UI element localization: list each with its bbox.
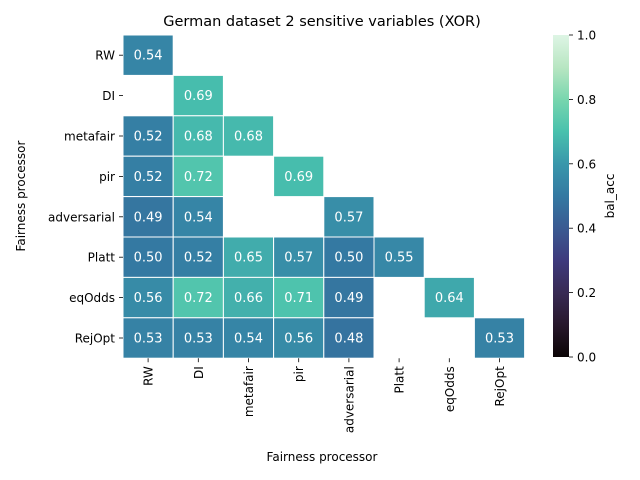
cell-value-label: 0.72 — [184, 291, 213, 306]
cell-value-label: 0.57 — [284, 251, 313, 266]
x-tick-label: Platt — [393, 366, 407, 394]
cell-value-label: 0.69 — [184, 89, 213, 104]
heatmap-cell — [172, 317, 224, 359]
colorbar-label: bal_acc — [603, 174, 617, 219]
cell-value-label: 0.54 — [234, 332, 263, 347]
colorbar-tick-label: 0.6 — [577, 157, 596, 171]
cell-value-label: 0.54 — [134, 49, 163, 64]
heatmap-cell — [273, 155, 325, 198]
heatmap-cell — [122, 236, 174, 278]
heatmap-cell — [222, 115, 275, 157]
colorbar-tick-label: 0.2 — [577, 286, 596, 300]
colorbar-tick-label: 0.0 — [577, 351, 596, 365]
cell-value-label: 0.50 — [134, 251, 163, 266]
colorbar-tick-label: 0.4 — [577, 222, 596, 236]
cell-value-label: 0.53 — [485, 332, 514, 347]
heatmap-cell — [473, 317, 526, 359]
heatmap-cell — [172, 276, 224, 319]
x-tick-label: RW — [142, 366, 156, 386]
heatmap-cell — [323, 196, 375, 238]
y-tick-label: DI — [102, 89, 115, 103]
heatmap-cell — [323, 276, 375, 319]
heatmap-cell — [273, 276, 325, 319]
cell-value-label: 0.65 — [234, 251, 263, 266]
heatmap-cell — [373, 236, 425, 278]
cell-value-label: 0.56 — [134, 291, 163, 306]
heatmap-cells: 0.54 0.69 0.52 0.68 0.68 0.52 0.72 0.69 0.49 0.54… — [122, 34, 526, 359]
cell-value-label: 0.71 — [284, 291, 313, 306]
y-tick-label: Platt — [88, 251, 116, 265]
y-tick-label: adversarial — [48, 210, 115, 224]
colorbar-tick-label: 0.8 — [577, 93, 596, 107]
heatmap-cell — [323, 317, 375, 359]
colorbar-ticks: 0.0 0.2 0.4 0.6 0.8 1.0 — [569, 29, 596, 365]
heatmap-cell — [222, 276, 275, 319]
heatmap-cell — [423, 276, 475, 319]
cell-value-label: 0.49 — [134, 210, 163, 225]
cell-value-label: 0.49 — [334, 291, 363, 306]
cell-value-label: 0.64 — [435, 291, 464, 306]
cell-value-label: 0.66 — [234, 291, 263, 306]
colorbar: 0.0 0.2 0.4 0.6 0.8 1.0 bal_acc — [553, 29, 617, 365]
x-tick-label: RejOpt — [493, 366, 507, 407]
y-axis-label: Fairness processor — [14, 140, 28, 251]
colorbar-tick-label: 1.0 — [577, 29, 596, 43]
cell-value-label: 0.68 — [234, 130, 263, 145]
y-tick-label: pir — [99, 170, 115, 184]
y-axis-ticks: RW DI metafair pir adversarial Platt eqOdds Rej… — [48, 49, 123, 346]
cell-value-label: 0.52 — [134, 170, 163, 185]
heatmap-cell — [273, 317, 325, 359]
cell-value-label: 0.56 — [284, 332, 313, 347]
cell-value-label: 0.72 — [184, 170, 213, 185]
cell-value-label: 0.68 — [184, 130, 213, 145]
heatmap-cell — [122, 34, 174, 76]
heatmap-cell — [172, 196, 224, 238]
colorbar-gradient — [553, 35, 569, 357]
x-axis-label: Fairness processor — [267, 450, 378, 464]
heatmap-cell — [172, 74, 224, 117]
cell-value-label: 0.57 — [334, 210, 363, 225]
cell-value-label: 0.53 — [184, 332, 213, 347]
x-tick-label: adversarial — [342, 366, 356, 433]
cell-value-label: 0.54 — [184, 210, 213, 225]
cell-value-label: 0.69 — [284, 170, 313, 185]
cell-value-label: 0.52 — [184, 251, 213, 266]
heatmap-cell — [222, 236, 275, 278]
y-tick-label: RW — [95, 49, 115, 63]
x-axis-ticks: RW DI metafair pir adversarial Platt eqOdds Rej… — [142, 358, 507, 433]
cell-value-label: 0.55 — [385, 251, 414, 266]
x-tick-label: DI — [192, 366, 206, 379]
chart-title: German dataset 2 sensitive variables (XO… — [163, 14, 480, 30]
y-tick-label: metafair — [64, 130, 115, 144]
cell-value-label: 0.52 — [134, 130, 163, 145]
x-tick-label: eqOdds — [443, 366, 457, 412]
y-tick-label: eqOdds — [69, 291, 115, 305]
y-tick-label: RejOpt — [75, 332, 116, 346]
heatmap-cell — [323, 236, 375, 278]
x-tick-label: metafair — [242, 366, 256, 417]
cell-value-label: 0.53 — [134, 332, 163, 347]
x-tick-label: pir — [292, 366, 306, 382]
cell-value-label: 0.50 — [334, 251, 363, 266]
cell-value-label: 0.48 — [334, 332, 363, 347]
